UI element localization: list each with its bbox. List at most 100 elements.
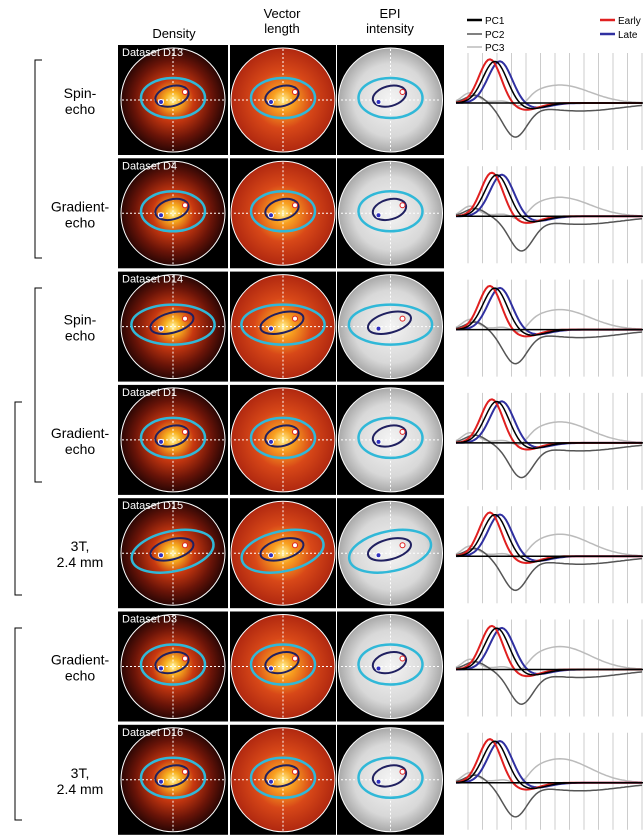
brackets xyxy=(15,60,42,820)
row-label: Gradient-echo xyxy=(51,425,110,457)
row-label: 3T,2.4 mm xyxy=(57,765,104,797)
early-dot xyxy=(293,429,298,434)
late-dot xyxy=(376,439,381,444)
early-dot xyxy=(400,316,405,321)
row: Gradient-echo Dataset D3 xyxy=(51,612,643,722)
row-label-line: echo xyxy=(65,328,96,344)
row: Spin-echo Dataset D14 xyxy=(64,272,643,382)
late-dot xyxy=(269,326,274,331)
legend: PC1 Early PC2 Late PC3 xyxy=(467,16,641,54)
early-curve xyxy=(456,626,642,676)
legend-label: PC1 xyxy=(485,16,505,27)
early-dot xyxy=(293,316,298,321)
row-label-line: 3T, xyxy=(71,765,90,781)
row: 3T,2.4 mm Dataset D16 xyxy=(57,725,643,835)
dataset-label: Dataset D3 xyxy=(122,614,177,626)
row: Gradient-echo Dataset D4 xyxy=(51,158,643,268)
row-label-line: 3T, xyxy=(71,538,90,554)
late-dot xyxy=(159,666,164,671)
figure: Density Vectorlength EPIintensity PC1 Earl… xyxy=(0,0,643,839)
late-dot xyxy=(376,100,381,105)
row: 3T,2.4 mm Dataset D15 xyxy=(57,498,643,608)
row-label-line: 2.4 mm xyxy=(57,781,104,797)
map-disc xyxy=(121,388,225,492)
row: Spin-echo Dataset D13 xyxy=(64,45,643,155)
late-dot xyxy=(159,779,164,784)
row-label: Spin-echo xyxy=(64,85,97,117)
early-dot xyxy=(183,769,188,774)
dataset-label: Dataset D1 xyxy=(122,387,177,399)
row-label-line: echo xyxy=(65,668,96,684)
pc2-curve xyxy=(456,209,642,251)
map-disc xyxy=(121,48,225,152)
legend-label: PC3 xyxy=(485,43,505,54)
late-dot xyxy=(159,326,164,331)
legend-label: Early xyxy=(618,16,641,27)
early-curve xyxy=(456,399,642,449)
row-label-line: Gradient- xyxy=(51,425,110,441)
row-label: Spin-echo xyxy=(64,312,97,344)
early-dot xyxy=(183,90,188,95)
row-label: Gradient-echo xyxy=(51,652,110,684)
dataset-label: Dataset D14 xyxy=(122,274,183,286)
pc2-curve xyxy=(456,662,642,704)
late-dot xyxy=(269,553,274,558)
column-header: Density xyxy=(152,26,196,41)
late-dot xyxy=(376,326,381,331)
early-dot xyxy=(293,769,298,774)
row-label-line: echo xyxy=(65,214,96,230)
row-label-line: Spin- xyxy=(64,85,97,101)
early-dot xyxy=(400,203,405,208)
late-dot xyxy=(376,779,381,784)
early-dot xyxy=(183,543,188,548)
row-label: Gradient-echo xyxy=(51,198,110,230)
dataset-label: Dataset D4 xyxy=(122,160,177,172)
pc2-curve xyxy=(456,775,642,817)
late-dot xyxy=(159,213,164,218)
pc2-curve xyxy=(456,322,642,364)
map-disc xyxy=(121,615,225,719)
early-dot xyxy=(400,429,405,434)
early-dot xyxy=(400,656,405,661)
late-dot xyxy=(269,439,274,444)
dataset-label: Dataset D13 xyxy=(122,47,183,59)
pc3-curve xyxy=(456,647,642,671)
early-dot xyxy=(183,429,188,434)
early-dot xyxy=(400,90,405,95)
late-curve xyxy=(456,741,642,787)
late-dot xyxy=(159,553,164,558)
row-label-line: 2.4 mm xyxy=(57,554,104,570)
row: Gradient-echo Dataset D1 xyxy=(51,385,643,495)
pc2-curve xyxy=(456,549,642,591)
legend-label: PC2 xyxy=(485,30,505,41)
late-dot xyxy=(376,213,381,218)
early-dot xyxy=(183,316,188,321)
early-dot xyxy=(293,203,298,208)
late-dot xyxy=(269,666,274,671)
late-dot xyxy=(269,779,274,784)
early-dot xyxy=(293,656,298,661)
early-dot xyxy=(293,543,298,548)
row-label: 3T,2.4 mm xyxy=(57,538,104,570)
row-label-line: echo xyxy=(65,101,96,117)
early-dot xyxy=(183,656,188,661)
late-dot xyxy=(376,666,381,671)
row-label-line: Gradient- xyxy=(51,198,110,214)
row-label-line: echo xyxy=(65,441,96,457)
pc2-curve xyxy=(456,435,642,477)
row-label-line: Spin- xyxy=(64,312,97,328)
dataset-label: Dataset D16 xyxy=(122,727,183,739)
late-dot xyxy=(269,213,274,218)
map-disc xyxy=(121,161,225,265)
pc2-curve xyxy=(456,95,642,137)
late-dot xyxy=(269,100,274,105)
map-disc xyxy=(121,275,225,379)
dataset-label: Dataset D15 xyxy=(122,500,183,512)
early-dot xyxy=(400,543,405,548)
late-dot xyxy=(376,553,381,558)
pc3-curve xyxy=(456,422,642,445)
rows: Spin-echo Dataset D13 Gradient-echo Dataset… xyxy=(51,45,643,835)
